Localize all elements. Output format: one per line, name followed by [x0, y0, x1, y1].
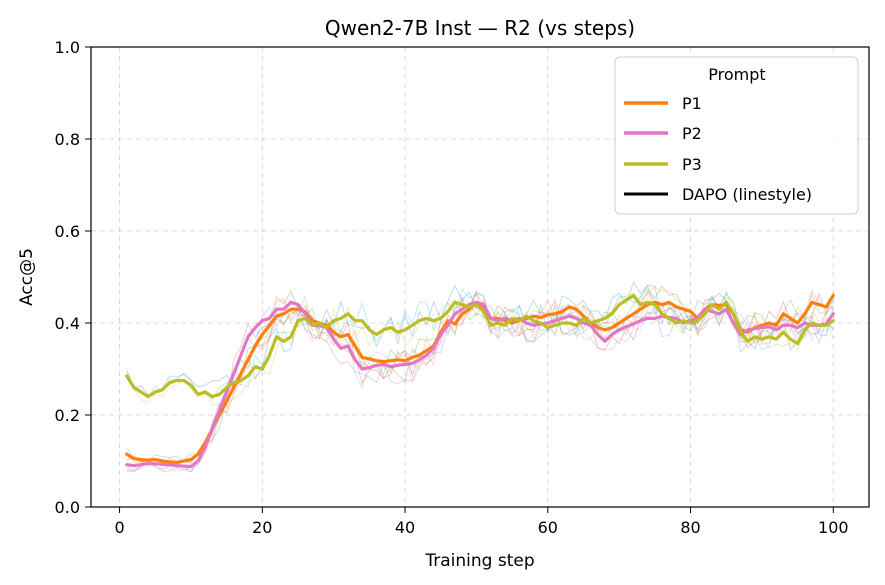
legend-label-p1: P1: [682, 94, 702, 113]
y-axis-label: Acc@5: [17, 248, 37, 306]
x-axis: 0 20 40 60 80 100: [114, 507, 849, 537]
x-tick-label: 60: [538, 518, 558, 537]
y-tick-label: 0.4: [55, 314, 80, 333]
legend-label-dapo: DAPO (linestyle): [682, 185, 812, 204]
y-tick-label: 1.0: [55, 38, 80, 57]
series-line-p2: [125, 300, 835, 469]
y-tick-label: 0.6: [55, 222, 80, 241]
x-axis-label: Training step: [424, 551, 534, 571]
legend-title: Prompt: [708, 65, 765, 84]
x-tick-label: 0: [114, 518, 124, 537]
y-axis: 0.0 0.2 0.4 0.6 0.8 1.0: [55, 38, 91, 517]
plot-frame: [90, 46, 870, 508]
x-tick-label: 100: [818, 518, 849, 537]
legend-label-p3: P3: [682, 155, 702, 174]
x-tick-label: 40: [395, 518, 415, 537]
y-tick-label: 0.8: [55, 130, 80, 149]
legend: Prompt P1 P2 P3 DAPO (linestyle): [614, 56, 859, 215]
y-tick-label: 0.0: [55, 498, 80, 517]
y-tick-label: 0.2: [55, 406, 80, 425]
x-tick-label: 20: [252, 518, 272, 537]
chart-title: Qwen2-7B Inst — R2 (vs steps): [325, 16, 635, 40]
legend-label-p2: P2: [682, 124, 702, 143]
series-line-p3: [125, 293, 835, 399]
x-tick-label: 80: [680, 518, 700, 537]
series-lines: [125, 293, 835, 469]
legend-box: [614, 56, 859, 215]
